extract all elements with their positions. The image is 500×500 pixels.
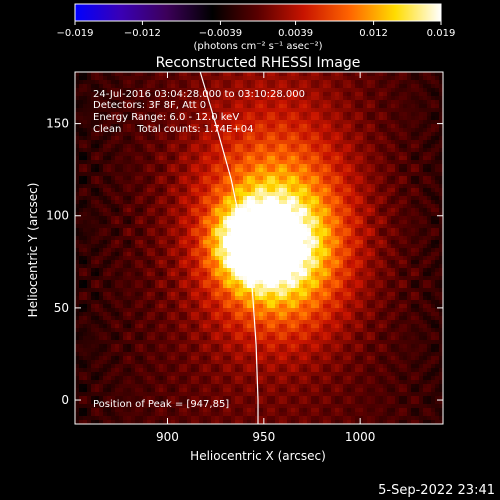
solar-limb-curve xyxy=(199,72,259,424)
y-axis-label: Heliocentric Y (arcsec) xyxy=(26,183,40,318)
footer-timestamp: 5-Sep-2022 23:41 xyxy=(378,483,495,498)
chart-title: Reconstructed RHESSI Image xyxy=(156,55,361,71)
colorbar-tick-label: 0.012 xyxy=(359,28,388,39)
y-tick-label: 50 xyxy=(54,301,69,315)
y-tick-label: 100 xyxy=(46,209,69,223)
colorbar-tick-label: 0.0039 xyxy=(278,28,313,39)
x-axis-ticks: 900 950 1000 xyxy=(156,72,375,444)
colorbar-tick-label: 0.019 xyxy=(427,28,456,39)
colorbar-units: (photons cm⁻² s⁻¹ asec⁻²) xyxy=(193,41,322,52)
annotation-peak-position: Position of Peak = [947,85] xyxy=(93,399,229,410)
annotation-detectors: Detectors: 3F 8F, Att 0 xyxy=(93,100,206,111)
colorbar-ticks: −0.019 −0.012 −0.0039 0.0039 0.012 0.019 xyxy=(56,21,455,39)
colorbar-tick-label: −0.019 xyxy=(56,28,93,39)
x-tick-label: 950 xyxy=(252,430,275,444)
plot-frame xyxy=(74,71,444,425)
colorbar xyxy=(74,3,442,22)
annotation-time-range: 24-Jul-2016 03:04:28.000 to 03:10:28.000 xyxy=(93,89,305,100)
y-tick-label: 150 xyxy=(46,117,69,131)
x-tick-label: 900 xyxy=(156,430,179,444)
colorbar-tick-label: −0.012 xyxy=(124,28,161,39)
heatmap-image xyxy=(75,72,443,424)
annotation-clean: Clean Total counts: 1.74E+04 xyxy=(93,124,253,135)
colorbar-tick-label: −0.0039 xyxy=(199,28,242,39)
annotation-energy: Energy Range: 6.0 - 12.0 keV xyxy=(93,112,239,123)
x-tick-label: 1000 xyxy=(345,430,376,444)
y-axis-ticks: 0 50 100 150 xyxy=(46,117,443,407)
x-axis-label: Heliocentric X (arcsec) xyxy=(190,449,326,463)
y-tick-label: 0 xyxy=(61,393,69,407)
